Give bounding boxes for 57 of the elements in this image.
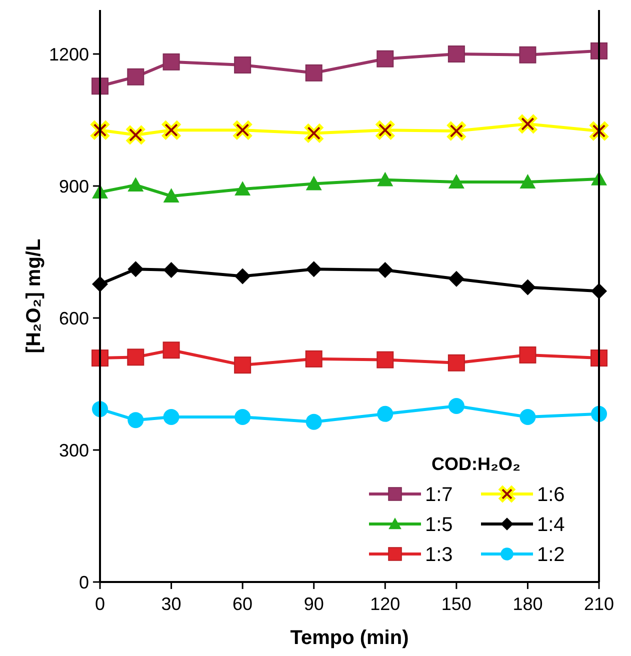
point bbox=[305, 350, 322, 368]
point bbox=[377, 172, 394, 186]
point bbox=[163, 409, 180, 425]
point bbox=[162, 342, 180, 359]
point bbox=[520, 409, 536, 425]
point bbox=[234, 56, 252, 74]
x-axis-title: Tempo (min) bbox=[290, 627, 409, 649]
point bbox=[234, 181, 251, 196]
point bbox=[448, 398, 464, 414]
point bbox=[163, 188, 180, 203]
point bbox=[376, 351, 394, 368]
point bbox=[306, 261, 322, 278]
point bbox=[127, 348, 144, 366]
y-axis-title: [H₂O₂] mg/L bbox=[23, 238, 45, 354]
x-tick-label: 150 bbox=[441, 594, 472, 614]
point bbox=[306, 176, 322, 190]
point bbox=[519, 46, 536, 64]
x-tick-label: 90 bbox=[304, 594, 324, 614]
point bbox=[163, 262, 180, 278]
point bbox=[519, 346, 536, 364]
legend-label: 1:3 bbox=[425, 544, 453, 566]
point bbox=[306, 414, 322, 430]
y-tick-label: 600 bbox=[58, 308, 89, 328]
point bbox=[448, 354, 465, 372]
point bbox=[520, 279, 536, 296]
legend-label: 1:7 bbox=[425, 484, 453, 506]
legend-label: 1:6 bbox=[537, 484, 565, 506]
point bbox=[128, 177, 144, 192]
point bbox=[520, 174, 536, 188]
point bbox=[234, 356, 252, 374]
point bbox=[377, 406, 394, 422]
x-tick-label: 180 bbox=[512, 594, 543, 614]
y-tick-label: 300 bbox=[58, 440, 89, 460]
point bbox=[234, 409, 251, 425]
point bbox=[376, 50, 394, 68]
legend-label: 1:5 bbox=[425, 514, 453, 536]
point bbox=[128, 261, 144, 278]
x-tick-label: 0 bbox=[94, 594, 106, 614]
point bbox=[128, 412, 144, 428]
point bbox=[305, 64, 322, 82]
point bbox=[448, 174, 464, 188]
point bbox=[377, 262, 394, 278]
x-tick-label: 210 bbox=[584, 594, 614, 614]
legend-title: COD:H₂O₂ bbox=[432, 454, 520, 474]
y-tick-label: 1200 bbox=[48, 44, 89, 64]
legend-label: 1:4 bbox=[537, 514, 565, 536]
y-tick-label: 900 bbox=[58, 176, 89, 196]
y-tick-label: 0 bbox=[78, 572, 89, 592]
point bbox=[448, 270, 464, 287]
point bbox=[127, 68, 144, 86]
x-tick-label: 30 bbox=[161, 594, 182, 614]
x-tick-label: 60 bbox=[232, 594, 253, 614]
point bbox=[448, 46, 465, 62]
point bbox=[234, 268, 251, 284]
point bbox=[162, 53, 180, 70]
x-tick-label: 120 bbox=[370, 594, 400, 614]
legend-label: 1:2 bbox=[537, 544, 565, 566]
